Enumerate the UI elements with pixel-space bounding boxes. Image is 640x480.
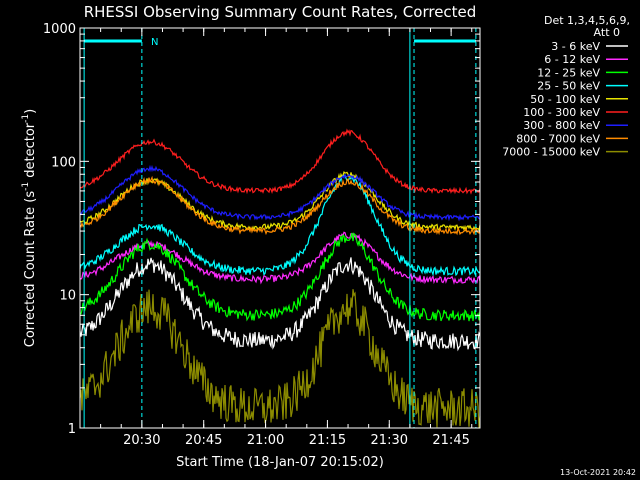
y-tick-label-0: 1	[68, 422, 76, 437]
legend-label-6: 300 - 800 keV	[523, 119, 600, 132]
series-line-5	[79, 128, 481, 195]
series-line-6	[79, 164, 481, 222]
series-line-4	[79, 170, 481, 233]
legend-header-line2: Att 0	[594, 26, 620, 39]
timestamp: 13-Oct-2021 20:42	[560, 468, 636, 477]
x-tick-label-0: 20:30	[123, 433, 160, 448]
marker-lines	[83, 28, 477, 428]
legend-label-3: 25 - 50 keV	[537, 80, 600, 93]
x-tick-label-5: 21:45	[432, 433, 469, 448]
y-tick-label-3: 1000	[43, 22, 76, 37]
legend-label-0: 3 - 6 keV	[551, 40, 600, 53]
x-tick-label-2: 21:00	[247, 433, 284, 448]
x-tick-label-1: 20:45	[185, 433, 222, 448]
series-line-3	[79, 173, 481, 277]
x-tick-label-4: 21:30	[371, 433, 408, 448]
series-line-2	[79, 232, 481, 322]
legend-label-7: 800 - 7000 keV	[516, 132, 600, 145]
y-axis-label-sup1: -1	[21, 182, 31, 191]
legend-label-2: 12 - 25 keV	[537, 66, 600, 79]
series-line-1	[79, 231, 481, 285]
series-line-8	[79, 289, 481, 428]
series-line-7	[79, 175, 481, 236]
y-tick-label-1: 10	[59, 289, 76, 304]
axes: 20:30 20:45 21:00 21:15 21:30 21:45 1 10 100 1000	[43, 22, 480, 448]
y-tick-label-2: 100	[51, 155, 76, 170]
x-tick-label-3: 21:15	[309, 433, 346, 448]
series-line-0	[79, 257, 481, 352]
y-axis-label-mid: detector	[23, 122, 38, 182]
legend-label-1: 6 - 12 keV	[544, 53, 600, 66]
y-axis-label-sup2: -1	[21, 114, 31, 123]
y-axis-label-main: Corrected Count Rate (s	[23, 191, 38, 348]
legend-header-line1: Det 1,3,4,5,6,9,	[544, 14, 630, 27]
series-traces	[79, 128, 481, 428]
annotation-n: N	[151, 37, 158, 48]
legend-label-5: 100 - 300 keV	[523, 106, 600, 119]
y-axis-label: Corrected Count Rate (s-1 detector-1)	[21, 109, 38, 347]
legend-label-4: 50 - 100 keV	[530, 93, 600, 106]
chart-title: RHESSI Observing Summary Count Rates, Co…	[84, 3, 477, 21]
y-axis-label-end: )	[23, 109, 38, 114]
legend-label-8: 7000 - 15000 keV	[502, 146, 600, 159]
x-axis-label: Start Time (18-Jan-07 20:15:02)	[176, 455, 384, 470]
plot-frame	[79, 27, 481, 429]
